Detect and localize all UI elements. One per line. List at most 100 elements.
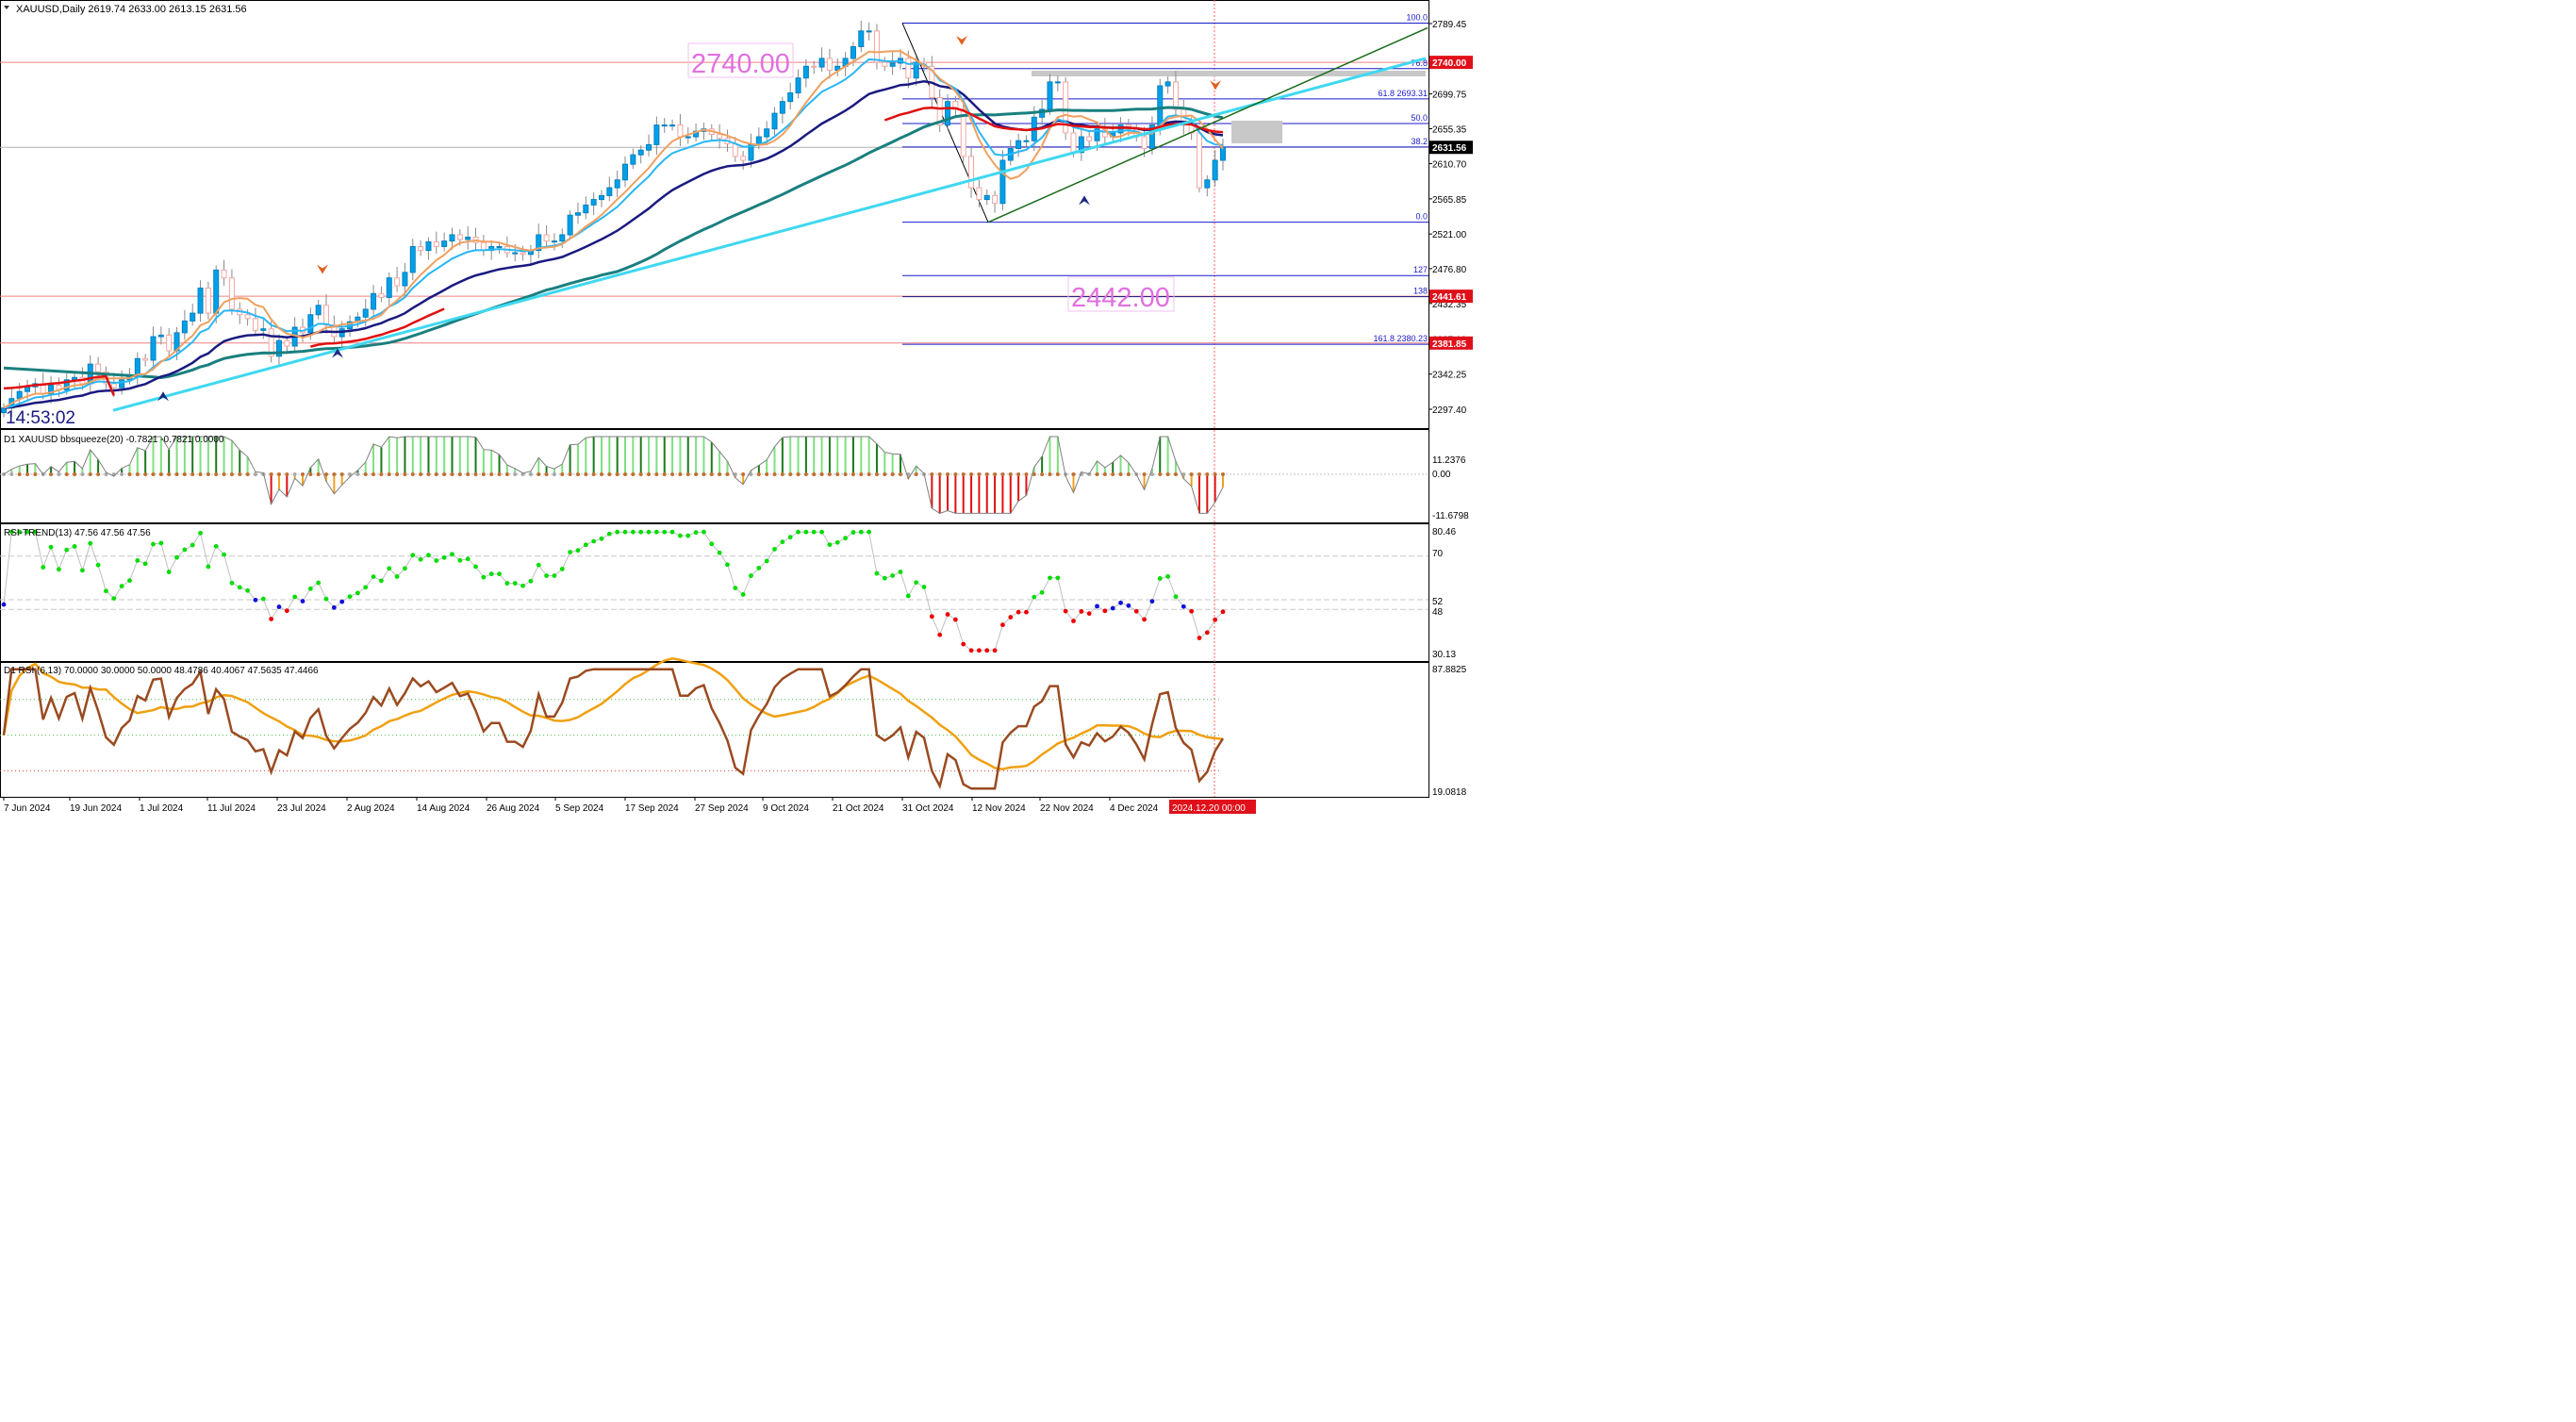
squeeze-dot (17, 472, 22, 476)
sell-arrow-icon (956, 35, 967, 45)
rsi-trend-dot (1102, 608, 1108, 614)
squeeze-dot (1197, 472, 1201, 476)
date-tick-label: 27 Sep 2024 (695, 803, 749, 814)
rsi-trend-dot (182, 547, 188, 553)
ma-orange-line (3, 50, 1224, 409)
candle-body (465, 236, 471, 240)
date-tick-label: 23 Jul 2024 (277, 803, 326, 814)
axes-layer: 2789.452744.602699.752655.352610.702565.… (3, 0, 1475, 814)
trendline-cyan (112, 57, 1427, 412)
rsi-trend-dot (591, 538, 597, 544)
squeeze-dot (827, 472, 832, 476)
candle-body (402, 272, 408, 287)
rsi-trend-dot (803, 529, 809, 535)
big-label-2740-box (687, 42, 794, 78)
squeeze-dot (120, 472, 124, 476)
candle-body (905, 58, 912, 79)
squeeze-dot (591, 472, 596, 476)
candle-body (551, 240, 557, 243)
menu-triangle-icon (4, 6, 9, 9)
rsi-trend-dot (536, 562, 541, 568)
rsi-trend-dot (843, 536, 848, 541)
squeeze-dot (332, 472, 337, 476)
squeeze-dot (568, 472, 572, 476)
rsi-trend-dot (685, 533, 691, 538)
squeeze-dot (1032, 472, 1036, 476)
squeeze-dot (96, 472, 101, 476)
ma-red-segment (3, 374, 115, 396)
squeeze-dot (1048, 472, 1052, 476)
candle-body (150, 336, 157, 361)
candle-body (818, 58, 825, 68)
candle-body (811, 65, 817, 68)
price-tick-label: 2432.35 (1432, 300, 1467, 310)
candle-body (976, 187, 983, 201)
squeeze-dot (434, 472, 438, 476)
squeeze-dot (946, 472, 950, 476)
candle-body (197, 287, 204, 314)
rsi-trend-dot (937, 632, 943, 637)
rsi-trend-dot (48, 544, 54, 550)
rsi-trend-dot (488, 571, 494, 577)
squeeze-dot (631, 472, 636, 476)
rsi-trend-dot (127, 578, 132, 584)
rsi-trend-dot (32, 529, 38, 535)
squeeze-dot (552, 472, 556, 476)
candle-body (637, 149, 644, 156)
squeeze-dot (64, 472, 69, 476)
rsi-trend-dot (717, 550, 722, 555)
squeeze-dot (245, 472, 250, 476)
candle-body (181, 320, 188, 334)
ma-navy-line (3, 80, 1224, 409)
rsi-trend-dot (1118, 600, 1123, 605)
candle-body (882, 61, 888, 67)
candle-body (669, 124, 676, 127)
rsi-trend-tick-label: 48 (1432, 607, 1444, 618)
rsi-trend-dot (497, 571, 502, 577)
squeeze-dot (780, 472, 784, 476)
rsi-trend-dot (583, 542, 588, 548)
candle-body (166, 334, 173, 352)
rsi-trend-dot (858, 529, 864, 535)
squeeze-dot (1142, 472, 1147, 476)
squeeze-dot (694, 472, 699, 476)
candle-body (260, 328, 267, 331)
price-label-bg (1429, 336, 1473, 350)
price-label-text: 2631.56 (1432, 143, 1467, 154)
price-tick-label: 2521.00 (1432, 230, 1467, 240)
rsi-trend-dot (512, 581, 518, 586)
rsi-trend-dot (387, 566, 392, 571)
rsi-trend-dot (756, 565, 762, 570)
rsi-trend-dot (1, 602, 7, 607)
candle-body (598, 194, 604, 201)
ma-red-segment (309, 307, 445, 348)
rsi-trend-dot (520, 583, 525, 588)
rsi-trend-dot (740, 592, 746, 597)
trading-chart[interactable]: 100.0 76.8 61.8 2693.31 50.0 38.2 0.0 127 138 16… (0, 0, 1475, 814)
rsi-trend-dot (1079, 609, 1084, 614)
candle-body (418, 245, 424, 252)
buy-arrow-icon (157, 391, 169, 402)
squeeze-dot (513, 472, 518, 476)
rsi-trend-dot (504, 581, 510, 586)
candle-body (512, 252, 519, 255)
candle-body (1157, 85, 1164, 126)
squeeze-dot (1158, 472, 1163, 476)
candle-body (134, 357, 140, 377)
price-label-bg (1429, 289, 1473, 304)
candle-body (945, 101, 951, 126)
date-tick-label: 5 Sep 2024 (555, 803, 604, 814)
rsi-trend-dot (1110, 605, 1115, 611)
squeeze-dot (1118, 472, 1123, 476)
candle-body (614, 179, 620, 189)
squeeze-dot (1040, 472, 1045, 476)
candle-body (1047, 81, 1053, 110)
squeeze-dot (504, 472, 509, 476)
squeeze-dot (33, 472, 38, 476)
rsi-trend-dot (984, 648, 990, 653)
rsi-trend-dot (702, 529, 706, 535)
squeeze-dot (348, 472, 353, 476)
candle-body (574, 212, 581, 216)
squeeze-dot (1008, 472, 1013, 476)
rsi-trend-dot (151, 541, 156, 547)
